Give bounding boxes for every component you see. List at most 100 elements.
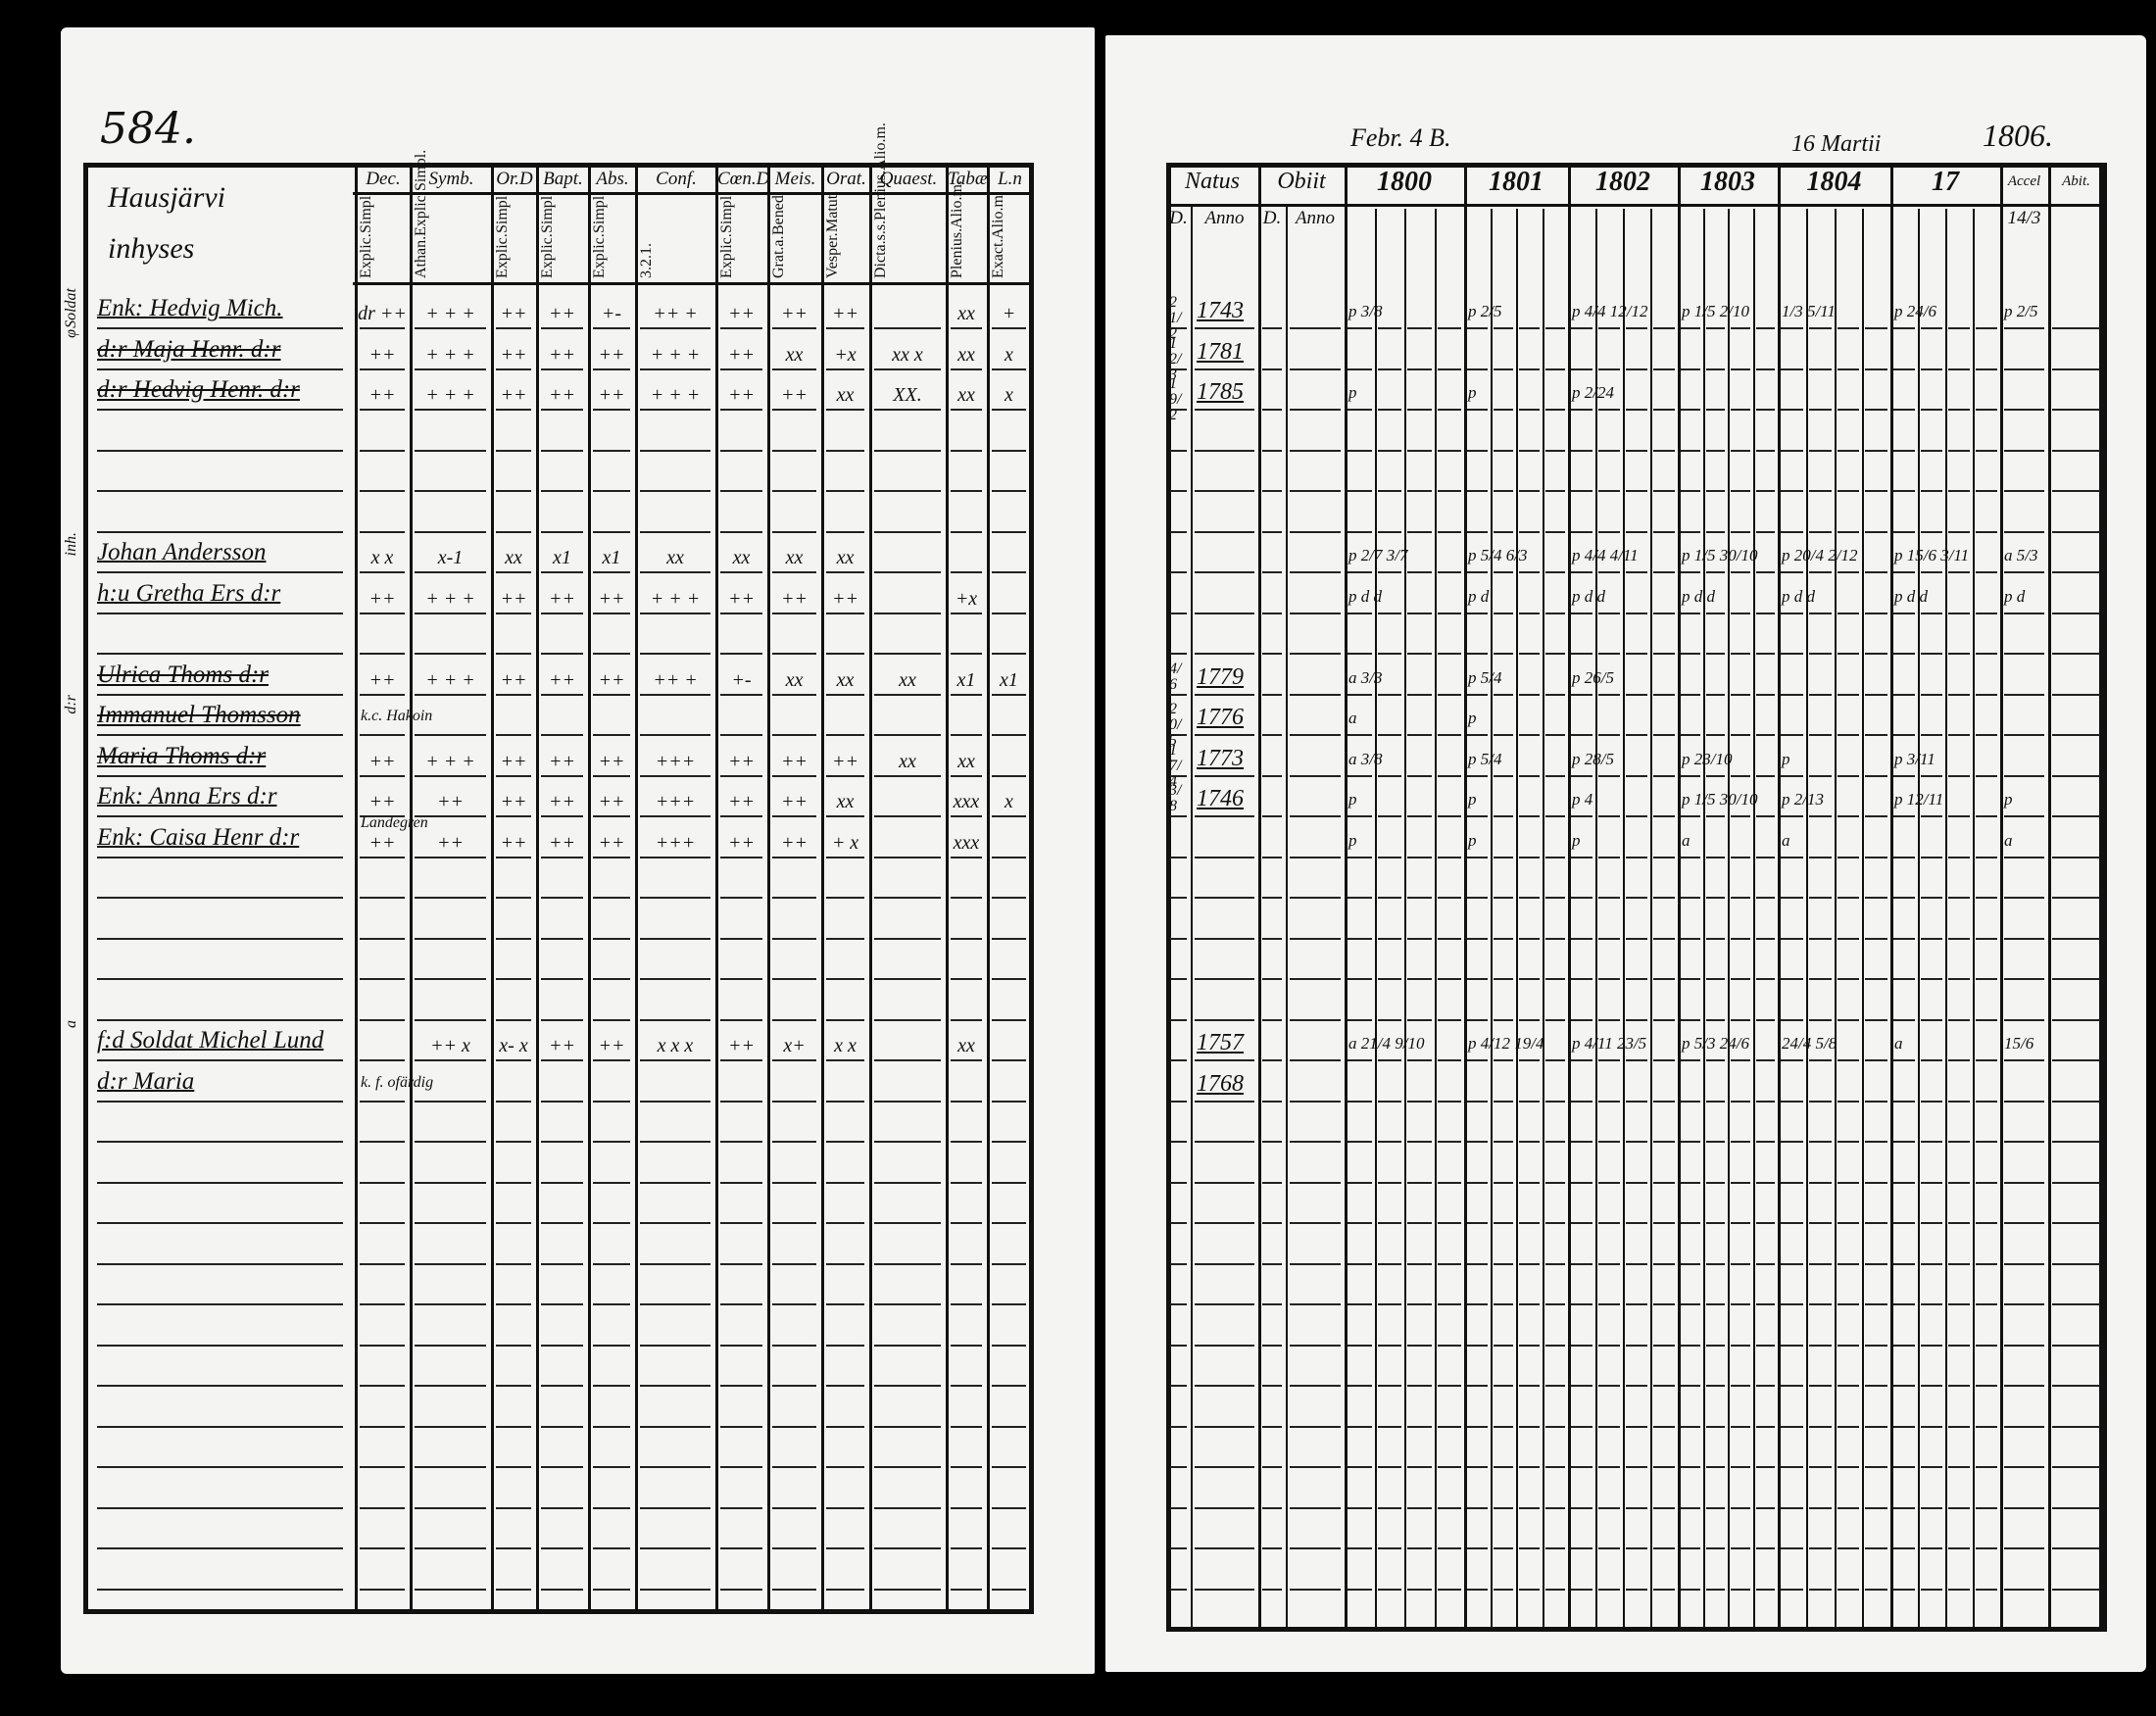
accel-value: 14/3 (2007, 208, 2041, 228)
row-rule (496, 368, 531, 370)
row-rule (1976, 693, 1997, 696)
residence-mark: p d (2004, 586, 2026, 606)
row-rule (1781, 1344, 1803, 1347)
row-rule (1731, 1100, 1750, 1103)
row-rule (1493, 1059, 1513, 1061)
row-rule (1976, 530, 1997, 533)
row-rule (2004, 897, 2044, 899)
row-rule (1377, 1262, 1401, 1265)
row-rule (1437, 449, 1461, 452)
row-rule (360, 774, 405, 777)
row-rule (1519, 734, 1540, 736)
row-rule (1348, 693, 1372, 696)
row-rule (826, 530, 864, 533)
row-rule (1348, 1181, 1372, 1184)
row-rule (1290, 1588, 1341, 1591)
row-rule (1705, 571, 1725, 573)
row-rule (1437, 1262, 1461, 1265)
row-rule (1262, 1506, 1282, 1509)
column-divider (635, 163, 638, 1614)
row-rule (1571, 693, 1592, 696)
row-rule (1705, 490, 1725, 492)
row-rule (951, 530, 982, 533)
row-rule (1519, 1547, 1540, 1549)
row-rule (1493, 774, 1513, 777)
row-rule (593, 978, 630, 980)
knowledge-mark: ++ (368, 668, 396, 691)
row-rule (1262, 571, 1282, 573)
knowledge-mark: x+ (783, 1035, 806, 1056)
row-rule (2004, 1100, 2044, 1103)
row-rule (1195, 1547, 1254, 1549)
row-rule (772, 693, 816, 696)
row-rule (1976, 1181, 1997, 1184)
row-rule (1195, 409, 1254, 411)
row-rule (992, 1385, 1026, 1387)
row-rule (97, 856, 343, 858)
row-rule (1598, 1018, 1620, 1021)
row-rule (415, 1547, 486, 1549)
row-rule (1731, 1141, 1750, 1143)
row-rule (1731, 490, 1750, 492)
row-rule (1493, 1425, 1513, 1428)
row-rule (1893, 1547, 1915, 1549)
row-rule (1808, 1018, 1832, 1021)
row-rule (1467, 1344, 1488, 1347)
row-rule (1377, 490, 1401, 492)
row-rule (1598, 1506, 1620, 1509)
residence-mark: p 2/24 (1572, 383, 1614, 402)
row-rule (1290, 937, 1341, 940)
row-rule (496, 1018, 531, 1021)
row-rule (951, 1222, 982, 1224)
row-rule (1653, 653, 1675, 655)
row-rule (1948, 1588, 1970, 1591)
row-rule (1626, 368, 1647, 370)
row-rule (1544, 734, 1565, 736)
row-rule (415, 449, 486, 452)
row-rule (1348, 1385, 1372, 1387)
row-rule (593, 368, 630, 370)
row-rule (1808, 897, 1832, 899)
knowledge-mark: ++ (781, 587, 808, 610)
row-rule (1290, 327, 1341, 329)
row-rule (1262, 693, 1282, 696)
row-rule (826, 571, 864, 573)
row-rule (1437, 612, 1461, 614)
row-rule (951, 856, 982, 858)
row-rule (1731, 571, 1750, 573)
row-rule (1437, 815, 1461, 817)
residence-table: Natus Obiit D. Anno D. Anno 1800 1801 1802 1803 18… (1105, 35, 2146, 1672)
row-rule (1781, 368, 1803, 370)
row-rule (1598, 856, 1620, 858)
row-rule (772, 1588, 816, 1591)
row-rule (1544, 653, 1565, 655)
knowledge-mark: ++ (549, 750, 575, 772)
row-rule (415, 1506, 486, 1509)
row-rule (772, 327, 816, 329)
person-name: Maria Thoms d:r (97, 742, 267, 769)
column-subheader: Simpl. (591, 192, 608, 234)
column-subheaders: Explic. Simpl. (494, 192, 532, 278)
knowledge-mark: ++ (368, 831, 396, 854)
residence-mark: p 28/5 (1572, 749, 1614, 768)
row-rule (2004, 693, 2044, 696)
row-rule (97, 1262, 343, 1265)
row-rule (360, 693, 405, 696)
row-rule (1571, 1100, 1592, 1103)
birth-year: 1757 (1197, 1030, 1244, 1055)
row-rule (1755, 530, 1775, 533)
residence-mark: p 4 (1572, 790, 1593, 809)
row-rule (1865, 856, 1887, 858)
row-rule (1407, 530, 1432, 533)
row-rule (1170, 1222, 1187, 1224)
row-rule (1407, 1018, 1432, 1021)
birth-day: 21/2 (1169, 294, 1182, 342)
row-rule (1493, 409, 1513, 411)
row-rule (1921, 1181, 1942, 1184)
row-rule (1598, 1588, 1620, 1591)
column-subheader: 3. (638, 267, 655, 278)
residence-mark: a (1782, 830, 1790, 850)
row-rule (1544, 1344, 1565, 1347)
row-rule (1731, 897, 1750, 899)
row-rule (1571, 1547, 1592, 1549)
